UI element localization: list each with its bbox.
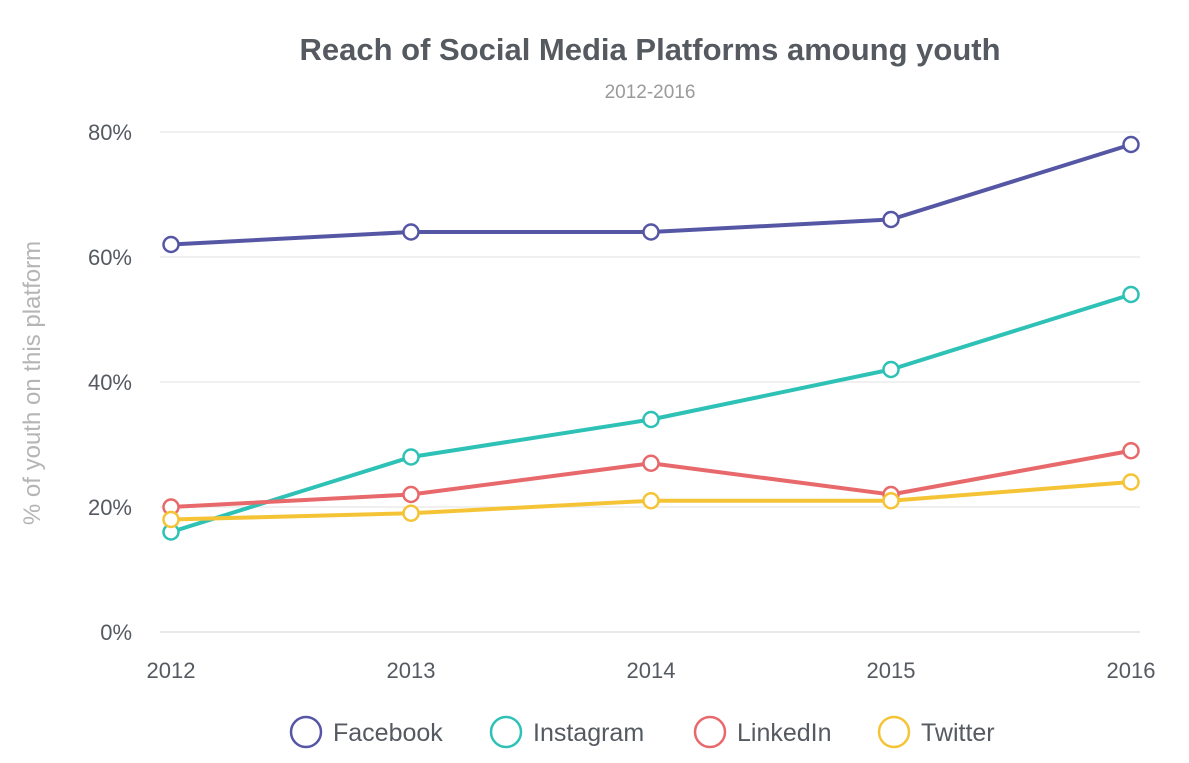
data-point-linkedin — [1122, 442, 1140, 460]
data-point-instagram — [882, 360, 900, 379]
data-point-instagram — [642, 410, 660, 429]
gridlines — [160, 131, 1140, 633]
data-point-twitter — [642, 492, 660, 510]
x-axis-ticks: 2012 2013 2014 2015 2016 — [147, 658, 1156, 683]
data-point-twitter — [882, 492, 900, 510]
y-axis-ticks: 0% 20% 40% 60% 80% — [88, 120, 132, 645]
x-tick-label: 2016 — [1107, 658, 1156, 683]
data-point-twitter — [1122, 473, 1140, 491]
legend-label-linkedin: LinkedIn — [737, 719, 832, 747]
legend-label-facebook: Facebook — [333, 719, 443, 747]
legend-marker-instagram — [489, 715, 523, 749]
y-axis-label: % of youth on this platform — [19, 241, 46, 525]
x-tick-label: 2015 — [867, 658, 916, 683]
y-tick-label: 20% — [88, 495, 132, 520]
legend-item-facebook[interactable]: Facebook — [289, 715, 443, 749]
y-tick-label: 0% — [100, 620, 132, 645]
data-point-linkedin — [642, 454, 660, 472]
data-point-facebook — [402, 223, 420, 241]
legend: Facebook Instagram LinkedIn Twitter — [289, 715, 995, 749]
data-point-twitter — [162, 510, 180, 529]
x-tick-label: 2012 — [147, 658, 196, 683]
x-tick-label: 2014 — [627, 658, 676, 683]
chart-subtitle: 2012-2016 — [605, 82, 696, 103]
y-tick-label: 60% — [88, 245, 132, 270]
legend-item-twitter[interactable]: Twitter — [877, 715, 995, 749]
legend-marker-linkedin — [693, 715, 727, 749]
data-point-twitter — [402, 504, 420, 522]
legend-item-instagram[interactable]: Instagram — [489, 715, 644, 749]
data-point-linkedin — [402, 485, 420, 504]
x-tick-label: 2013 — [387, 658, 436, 683]
y-tick-label: 40% — [88, 370, 132, 395]
data-point-facebook — [162, 235, 180, 254]
data-point-facebook — [642, 223, 660, 241]
legend-label-twitter: Twitter — [921, 719, 995, 747]
y-tick-label: 80% — [88, 120, 132, 145]
series-group — [162, 135, 1140, 541]
data-point-instagram — [1122, 285, 1140, 304]
data-point-facebook — [882, 210, 900, 229]
legend-marker-twitter — [877, 715, 911, 749]
chart-title: Reach of Social Media Platforms amoung y… — [299, 32, 1000, 67]
data-point-instagram — [402, 448, 420, 466]
legend-marker-facebook — [289, 715, 323, 749]
data-point-facebook — [1122, 135, 1140, 154]
legend-item-linkedin[interactable]: LinkedIn — [693, 715, 832, 749]
legend-label-instagram: Instagram — [533, 719, 644, 747]
